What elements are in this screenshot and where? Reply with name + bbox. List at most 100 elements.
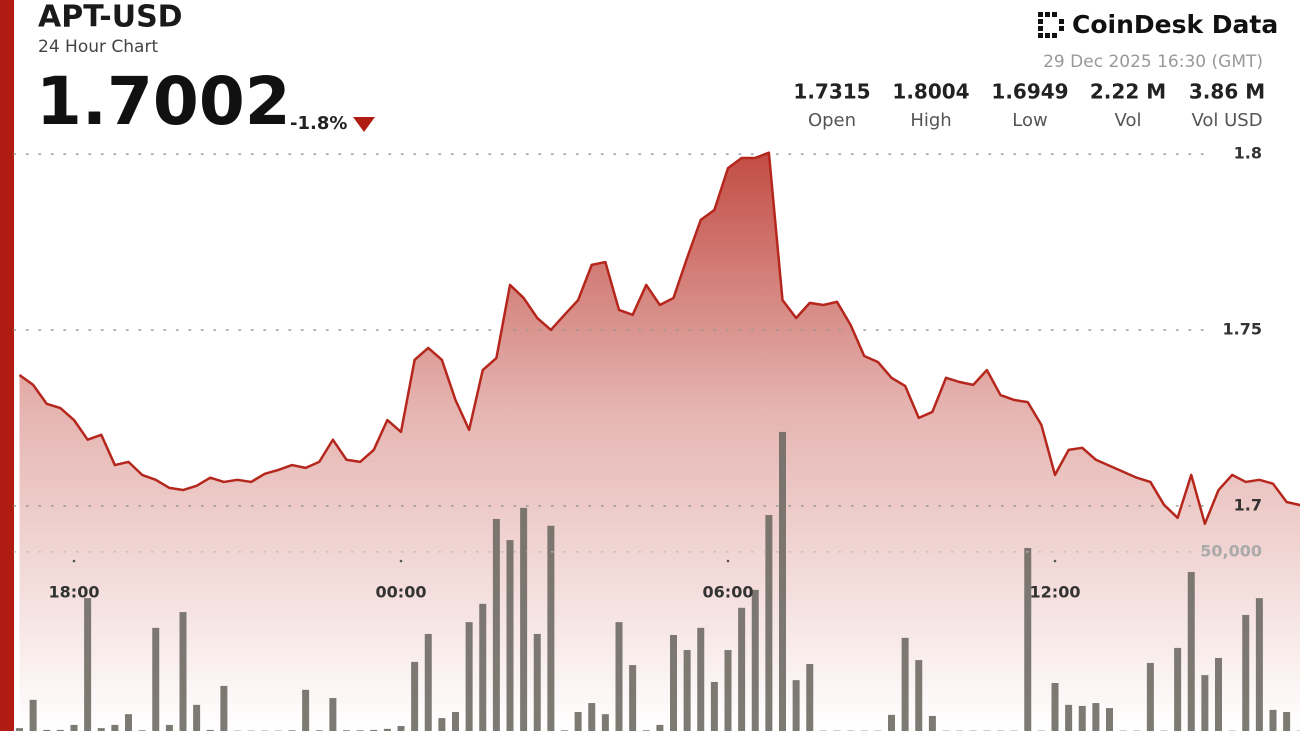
volume-bar xyxy=(193,704,201,731)
volume-bar xyxy=(738,607,746,731)
volume-bar xyxy=(438,718,446,731)
volume-bar xyxy=(302,689,310,731)
volume-bar xyxy=(615,622,623,731)
brand-name: CoinDesk Data xyxy=(1072,10,1278,39)
volume-bar xyxy=(724,650,732,731)
volume-bar xyxy=(111,724,119,731)
volume-bar xyxy=(452,712,459,731)
volume-bar xyxy=(1024,547,1032,731)
volume-bar xyxy=(29,699,37,731)
volume-bar xyxy=(1078,705,1086,731)
volume-bar xyxy=(1269,709,1277,731)
volume-bar xyxy=(125,714,132,731)
volume-bar xyxy=(765,515,773,731)
volume-bar xyxy=(479,603,487,731)
volume-bar xyxy=(506,540,514,731)
volume-bar xyxy=(751,589,759,731)
volume-bar xyxy=(670,635,677,731)
volume-bar xyxy=(588,703,596,731)
subtitle: 24 Hour Chart xyxy=(38,37,158,57)
down-arrow xyxy=(353,117,375,132)
volume-bar xyxy=(1051,683,1059,731)
volume-bar xyxy=(383,728,391,731)
volume-bar xyxy=(533,633,541,731)
volume-bar xyxy=(1283,712,1291,731)
volume-bar xyxy=(1201,675,1209,731)
stat-value: 1.8004 xyxy=(892,80,969,104)
stat-label: Open xyxy=(808,110,856,131)
x-tick-mark xyxy=(72,559,76,563)
volume-bar xyxy=(16,728,23,731)
volume-bar xyxy=(601,714,609,731)
volume-bar xyxy=(1106,708,1113,731)
volume-bar xyxy=(888,714,895,731)
stat-label: Vol USD xyxy=(1191,110,1262,131)
y-tick-label: 1.8 xyxy=(1234,144,1262,163)
x-tick-label: 06:00 xyxy=(703,583,754,602)
volume-bar xyxy=(1092,703,1100,731)
volume-bar xyxy=(329,698,337,731)
x-tick-label: 00:00 xyxy=(376,583,427,602)
volume-bar xyxy=(43,729,51,731)
volume-bar xyxy=(779,431,786,731)
y2-tick-label: 50,000 xyxy=(1200,541,1262,560)
plot-area: 1.7 1.75 1.8 50,000 18:00 00:00 06:00 12:00 xyxy=(13,144,1300,731)
volume-bar xyxy=(1174,647,1182,731)
x-tick-label: 12:00 xyxy=(1030,583,1081,602)
current-price: 1.7002 xyxy=(36,63,291,140)
volume-bar xyxy=(220,685,228,731)
volume-bar xyxy=(792,680,800,731)
volume-bar xyxy=(574,712,582,731)
volume-bar xyxy=(656,724,664,731)
stat-label: Vol xyxy=(1115,110,1142,131)
volume-bar xyxy=(411,661,419,731)
x-tick-mark xyxy=(399,559,403,563)
header: APT-USD 24 Hour Chart 1.7002 -1.8% CoinD… xyxy=(36,0,1278,140)
volume-bar xyxy=(697,627,705,731)
volume-bar xyxy=(492,518,500,731)
volume-bar xyxy=(465,622,473,731)
price-line xyxy=(18,151,1300,526)
volume-bar xyxy=(928,715,936,731)
volume-bar xyxy=(152,627,160,731)
volume-bar xyxy=(629,665,637,731)
volume-bar xyxy=(547,525,555,731)
volume-bar xyxy=(915,660,923,731)
volume-bar xyxy=(1146,662,1154,731)
volume-bar xyxy=(70,724,78,731)
volume-bar xyxy=(710,681,718,731)
stat-label: Low xyxy=(1012,110,1047,131)
stat-value: 1.6949 xyxy=(991,80,1068,104)
stat-value: 3.86 M xyxy=(1189,80,1265,104)
volume-bar xyxy=(97,728,105,731)
volume-bar xyxy=(397,725,405,731)
price-area xyxy=(19,152,1300,731)
accent-bar xyxy=(0,0,14,731)
y-tick-label: 1.75 xyxy=(1223,319,1262,338)
volume-bar xyxy=(179,612,187,731)
price-change: -1.8% xyxy=(290,113,347,134)
volume-bar xyxy=(1187,571,1195,731)
volume-bar xyxy=(206,729,214,731)
symbol: APT-USD xyxy=(38,0,183,35)
x-tick-mark xyxy=(726,559,730,563)
volume-bar xyxy=(56,729,64,731)
volume-bar xyxy=(165,724,173,731)
volume-bar xyxy=(424,633,432,731)
stat-label: High xyxy=(910,110,951,131)
y-tick-label: 1.7 xyxy=(1234,495,1262,514)
timestamp: 29 Dec 2025 16:30 (GMT) xyxy=(1043,52,1263,72)
stat-value: 1.7315 xyxy=(793,80,870,104)
volume-bar xyxy=(901,637,909,731)
x-tick-mark xyxy=(1053,559,1057,563)
volume-bar xyxy=(806,664,814,731)
volume-bar xyxy=(1065,704,1073,731)
volume-bar xyxy=(370,729,378,731)
volume-bar xyxy=(683,650,691,731)
volume-bar xyxy=(1242,614,1250,731)
volume-bar xyxy=(1215,657,1222,731)
x-tick-label: 18:00 xyxy=(49,583,100,602)
volume-bar xyxy=(1255,598,1263,731)
